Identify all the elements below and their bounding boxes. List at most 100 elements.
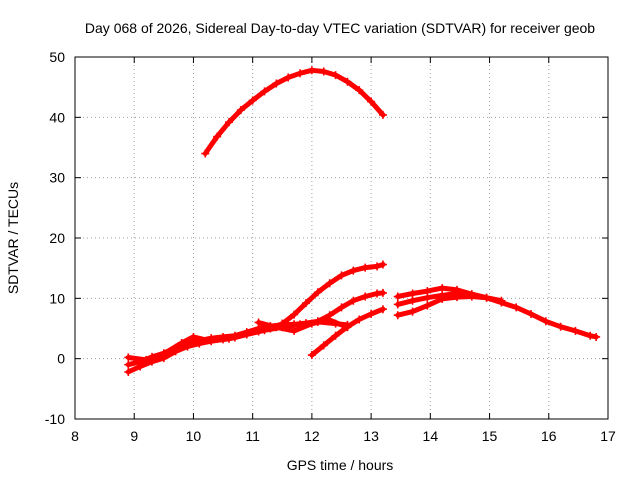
data-point	[393, 300, 402, 309]
y-axis-label: SDTVAR / TECUs	[5, 182, 21, 294]
data-point	[423, 293, 432, 302]
data-point	[213, 132, 222, 141]
grid	[75, 57, 608, 419]
data-point	[378, 305, 387, 314]
data-point	[349, 266, 358, 275]
data-point	[159, 349, 168, 358]
data-point	[497, 296, 506, 305]
data-point	[319, 67, 328, 76]
plot-frame	[74, 56, 609, 420]
series-line-arc-rising-15	[125, 262, 386, 375]
data-point	[373, 262, 382, 271]
data-point	[290, 310, 299, 319]
data-point	[224, 334, 233, 343]
x-tick-label: 11	[245, 428, 260, 444]
data-point	[361, 292, 370, 301]
x-tick-label: 8	[71, 428, 79, 444]
data-point	[482, 293, 491, 302]
data-point	[207, 337, 216, 346]
chart-title: Day 068 of 2026, Sidereal Day-to-day VTE…	[85, 20, 595, 36]
y-tick-label: 50	[49, 49, 65, 65]
data-point	[224, 118, 233, 127]
y-tick-label: 30	[49, 170, 65, 186]
data-point	[248, 96, 257, 105]
data-point	[452, 289, 461, 298]
y-tick-label: 10	[49, 290, 65, 306]
data-point	[467, 291, 476, 300]
y-tick-label: 20	[49, 230, 65, 246]
data-point	[393, 311, 402, 320]
data-point	[541, 317, 550, 326]
axis-ticks: 8 9 10 11 12 13 14 15 16 17 -10 0 10 20 30 40 50	[45, 49, 616, 444]
data-point	[343, 77, 352, 86]
data-point	[242, 330, 251, 339]
x-tick-label: 10	[186, 428, 202, 444]
data-point	[367, 97, 376, 106]
y-tick-label: 40	[49, 109, 65, 125]
data-point	[337, 271, 346, 280]
data-point	[349, 296, 358, 305]
data-point	[307, 66, 316, 75]
data-point	[260, 326, 269, 335]
x-tick-label: 9	[130, 428, 138, 444]
data-point	[331, 331, 340, 340]
data-point	[290, 326, 299, 335]
x-tick-label: 15	[482, 428, 498, 444]
data-point	[124, 367, 133, 376]
data-point	[512, 303, 521, 312]
data-point	[438, 284, 447, 293]
data-point	[325, 316, 334, 325]
x-tick-label: 16	[541, 428, 557, 444]
data-point	[307, 351, 316, 360]
data-point	[124, 353, 133, 362]
data-point	[337, 303, 346, 312]
x-tick-label: 17	[600, 428, 616, 444]
data-point	[307, 319, 316, 328]
data-point	[378, 110, 387, 119]
data-point	[189, 332, 198, 341]
data-point	[272, 323, 281, 332]
series-line-arc-high	[202, 67, 386, 156]
data-point	[313, 288, 322, 297]
data-point	[378, 260, 387, 269]
data-point	[571, 326, 580, 335]
data-point	[355, 86, 364, 95]
data-point	[527, 310, 536, 319]
data-point	[236, 106, 245, 115]
data-series	[124, 66, 601, 376]
data-point	[343, 323, 352, 332]
data-point	[260, 87, 269, 96]
data-point	[367, 310, 376, 319]
data-point	[254, 318, 263, 327]
x-tick-label: 14	[423, 428, 439, 444]
data-point	[378, 288, 387, 297]
data-point	[423, 301, 432, 310]
data-point	[361, 263, 370, 272]
data-point	[319, 341, 328, 350]
data-point	[124, 360, 133, 369]
data-point	[355, 315, 364, 324]
x-tick-label: 12	[304, 428, 320, 444]
data-point	[408, 289, 417, 298]
y-tick-label: 0	[57, 351, 65, 367]
data-point	[592, 332, 601, 341]
data-point	[586, 331, 595, 340]
data-point	[296, 69, 305, 78]
data-point	[408, 296, 417, 305]
data-point	[284, 73, 293, 82]
data-point	[408, 307, 417, 316]
data-point	[556, 322, 565, 331]
data-point	[272, 79, 281, 88]
x-axis-label: GPS time / hours	[287, 457, 394, 473]
y-tick-label: -10	[45, 411, 65, 427]
data-point	[393, 292, 402, 301]
data-point	[325, 279, 334, 288]
data-point	[438, 291, 447, 300]
x-tick-label: 13	[363, 428, 379, 444]
data-point	[301, 299, 310, 308]
data-point	[201, 149, 210, 158]
data-point	[142, 355, 151, 364]
data-point	[177, 338, 186, 347]
data-point	[331, 71, 340, 80]
